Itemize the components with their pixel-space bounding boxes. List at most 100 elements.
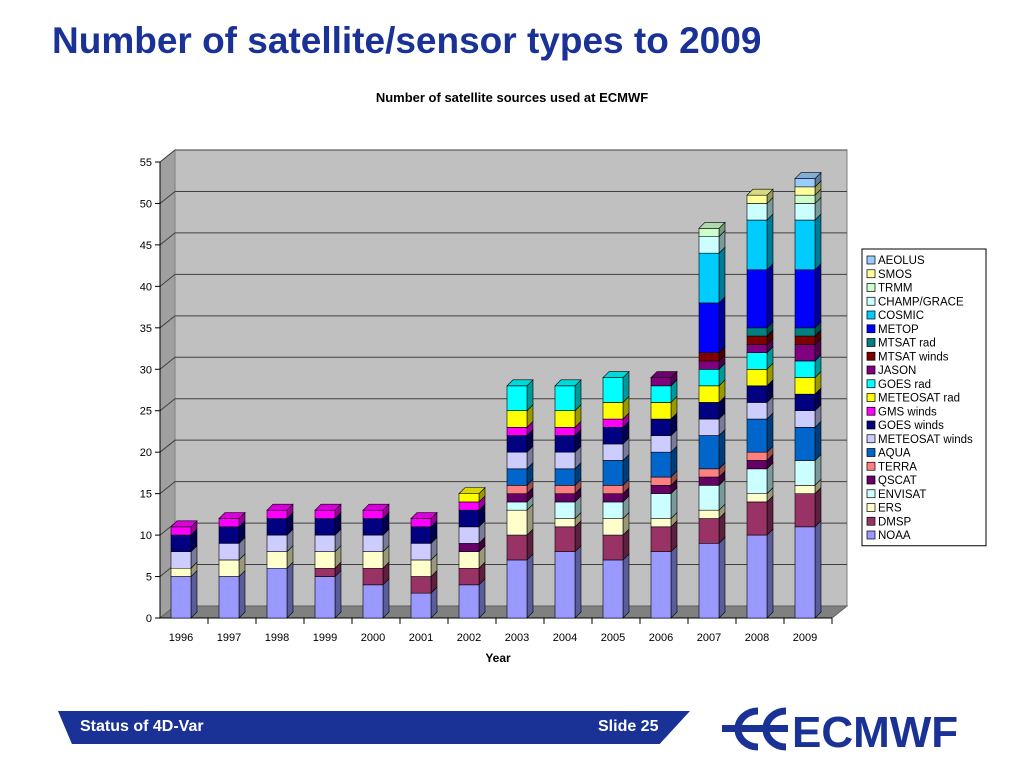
legend-label: ENVISAT (878, 489, 926, 501)
bar-segment (650, 385, 672, 403)
bar-segment (266, 509, 288, 519)
legend-label: TRMM (878, 283, 913, 295)
bar-segment (362, 551, 384, 569)
bar-segment (554, 493, 576, 503)
bar-segment (794, 485, 816, 494)
bar-segment (410, 559, 432, 577)
bar-segment (746, 335, 768, 345)
bar-segment (410, 518, 432, 528)
bar-segment (362, 567, 384, 586)
legend-label: COSMIC (878, 310, 924, 322)
bar-segment (746, 534, 768, 619)
bar-segment (794, 493, 816, 528)
legend-label: AEOLUS (878, 255, 925, 267)
legend-swatch (866, 420, 876, 430)
bar-segment (314, 534, 336, 552)
y-tick-label: 5 (146, 572, 152, 584)
y-tick-label: 30 (140, 364, 152, 376)
bar-segment (602, 460, 624, 486)
bar-segment (362, 534, 384, 552)
x-tick-label: 2006 (649, 632, 673, 644)
bar-segment (698, 352, 720, 362)
gridline (159, 190, 847, 204)
bar-segment-side (766, 528, 774, 619)
x-tick-label: 2001 (409, 632, 433, 644)
bar-segment (794, 203, 816, 221)
x-tick-label: 1997 (217, 632, 241, 644)
bar-segment (650, 451, 672, 478)
bar-segment (602, 534, 624, 561)
bar-segment (698, 485, 720, 511)
bar-top (314, 503, 342, 511)
bar-segment (506, 501, 528, 511)
bar-segment (266, 534, 288, 552)
bar-segment (602, 559, 624, 619)
bar-segment (602, 402, 624, 420)
legend-swatch (866, 530, 876, 540)
bar-segment (458, 501, 480, 511)
bar-segment (458, 551, 480, 569)
bar-segment (650, 435, 672, 453)
bar-top (746, 188, 774, 196)
bar-segment-side (718, 296, 726, 354)
gridline (159, 315, 847, 329)
x-tick-label: 2000 (361, 632, 385, 644)
y-tick-label: 20 (140, 447, 152, 459)
bar-segment-side (814, 213, 822, 271)
bar-segment (698, 236, 720, 254)
bar-segment (794, 178, 816, 188)
bar-segment (746, 219, 768, 271)
slide-title: Number of satellite/sensor types to 2009 (52, 20, 762, 61)
bar-top (794, 172, 822, 179)
bar-segment (218, 576, 240, 619)
bar-top (698, 222, 726, 229)
bar-top (554, 379, 582, 387)
bar-segment (650, 418, 672, 436)
bar-segment-side (526, 553, 534, 619)
x-tick-label: 2008 (745, 632, 769, 644)
y-tick-label: 0 (146, 613, 152, 625)
bar-segment-side (718, 428, 726, 470)
bar-segment (698, 302, 720, 353)
bar-top (218, 512, 246, 519)
footer-slide-number: Slide 25 (598, 718, 659, 735)
bar-segment (506, 410, 528, 428)
bar-segment (698, 228, 720, 237)
bar-segment (362, 518, 384, 536)
bar-segment (746, 344, 768, 353)
bar-segment (698, 418, 720, 436)
bar-top (602, 371, 630, 378)
bar-segment (314, 518, 336, 536)
bar-segment (506, 559, 528, 619)
bar-segment (794, 194, 816, 204)
legend-swatch (866, 351, 876, 361)
bar-segment-side (766, 263, 774, 329)
gridline (159, 149, 847, 163)
bar-segment (506, 493, 528, 503)
footer-band (58, 711, 690, 744)
bar-segment (794, 219, 816, 271)
x-tick-label: 1999 (313, 632, 337, 644)
bar-segment (506, 534, 528, 561)
bar-segment-side (766, 213, 774, 271)
legend-swatch (866, 406, 876, 416)
bar-top (458, 487, 486, 494)
chart-title: Number of satellite sources used at ECMW… (376, 90, 648, 105)
bar-segment (698, 468, 720, 478)
legend-swatch (866, 489, 876, 499)
bar-segment (506, 485, 528, 494)
legend-label: METEOSAT winds (878, 434, 973, 446)
x-tick-label: 2002 (457, 632, 481, 644)
legend-swatch (866, 324, 876, 334)
bar-segment (458, 543, 480, 552)
bar-segment (746, 203, 768, 221)
bar-segment (458, 509, 480, 528)
bar-segment (794, 269, 816, 329)
x-tick-label: 2003 (505, 632, 529, 644)
bar-segment-side (238, 569, 246, 619)
bar-segment (554, 385, 576, 412)
legend-swatch (866, 434, 876, 444)
bar-segment (506, 427, 528, 436)
bar-segment (794, 360, 816, 378)
bar-segment (794, 393, 816, 412)
